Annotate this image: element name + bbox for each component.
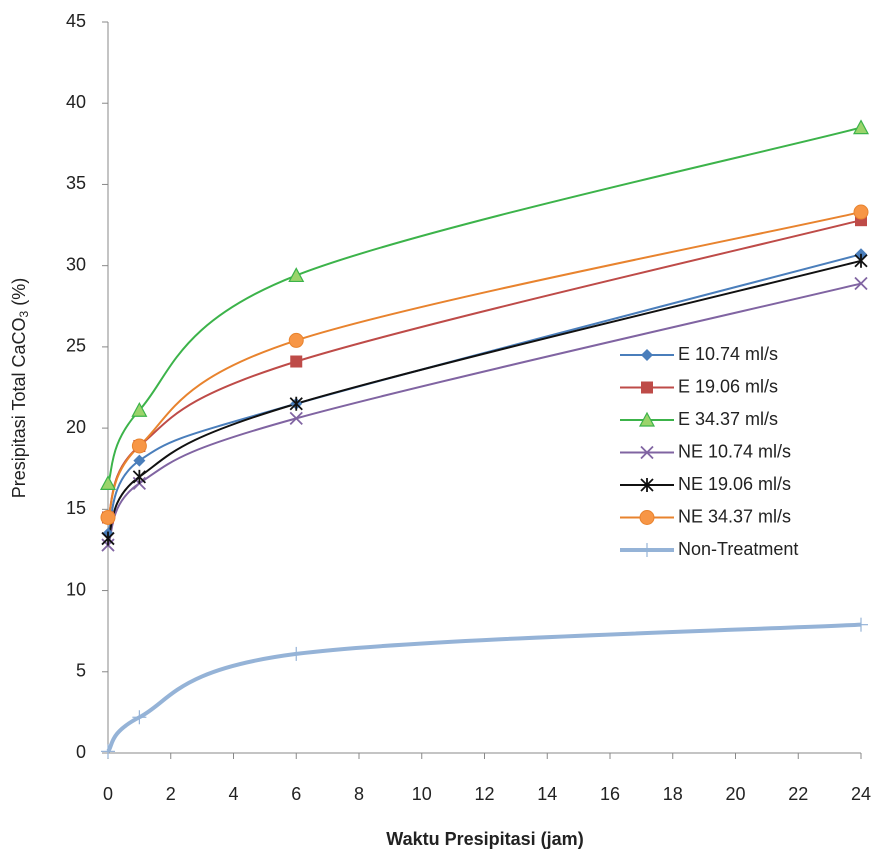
marker	[641, 349, 653, 361]
x-tick-label: 12	[474, 784, 494, 804]
marker	[855, 254, 867, 268]
marker	[133, 470, 145, 484]
x-tick-label: 14	[537, 784, 557, 804]
marker	[640, 511, 654, 525]
y-axis-label-text: Presipitasi Total CaCO	[9, 317, 29, 498]
legend-label: Non-Treatment	[678, 539, 798, 559]
legend-label: E 19.06 ml/s	[678, 376, 778, 396]
marker	[102, 532, 114, 546]
y-tick-label: 5	[76, 661, 86, 681]
series-line	[108, 625, 861, 752]
x-tick-label: 24	[851, 784, 871, 804]
marker	[101, 476, 115, 489]
marker	[289, 647, 303, 661]
x-axis-label: Waktu Presipitasi (jam)	[386, 829, 583, 849]
x-tick-label: 20	[725, 784, 745, 804]
marker	[289, 333, 303, 347]
y-tick-label: 15	[66, 498, 86, 518]
marker	[854, 121, 868, 134]
series-line	[108, 212, 861, 517]
y-axis-label-suffix: (%)	[9, 278, 29, 311]
x-tick-label: 22	[788, 784, 808, 804]
x-tick-label: 4	[228, 784, 238, 804]
marker	[101, 744, 115, 758]
y-axis-label: Presipitasi Total CaCO3 (%)	[9, 278, 31, 498]
x-tick-label: 10	[412, 784, 432, 804]
marker	[854, 205, 868, 219]
marker	[289, 268, 303, 281]
legend-label: NE 19.06 ml/s	[678, 474, 791, 494]
marker-part	[101, 476, 115, 489]
legend-label: NE 34.37 ml/s	[678, 506, 791, 526]
y-tick-label: 10	[66, 579, 86, 599]
marker	[132, 439, 146, 453]
y-tick-label: 20	[66, 417, 86, 437]
y-tick-label: 0	[76, 742, 86, 762]
marker	[640, 543, 654, 557]
legend-label: E 34.37 ml/s	[678, 409, 778, 429]
chart: Waktu Presipitasi (jam) Presipitasi Tota…	[0, 0, 876, 855]
marker-part	[289, 268, 303, 281]
x-tick-label: 6	[291, 784, 301, 804]
marker-part	[641, 382, 653, 394]
marker	[290, 356, 302, 368]
y-tick-label: 45	[66, 11, 86, 31]
x-tick-label: 8	[354, 784, 364, 804]
marker	[290, 412, 302, 424]
marker-part	[289, 333, 303, 347]
x-tick-label: 0	[103, 784, 113, 804]
marker-part	[132, 439, 146, 453]
x-tick-label: 18	[663, 784, 683, 804]
x-tick-label: 16	[600, 784, 620, 804]
legend-label: E 10.74 ml/s	[678, 344, 778, 364]
marker-part	[854, 121, 868, 134]
x-tick-label: 2	[166, 784, 176, 804]
y-tick-label: 30	[66, 254, 86, 274]
y-tick-label: 25	[66, 336, 86, 356]
series-line	[108, 261, 861, 539]
marker	[641, 382, 653, 394]
marker-part	[641, 349, 653, 361]
marker-part	[640, 511, 654, 525]
legend: E 10.74 ml/s E 19.06 ml/s E 34.37 ml/s NE 1…	[620, 344, 798, 559]
legend-label: NE 10.74 ml/s	[678, 441, 791, 461]
marker	[854, 618, 868, 632]
marker-part	[854, 205, 868, 219]
y-tick-label: 40	[66, 92, 86, 112]
y-tick-label: 35	[66, 173, 86, 193]
marker-part	[290, 356, 302, 368]
marker	[101, 510, 115, 524]
marker-part	[101, 510, 115, 524]
